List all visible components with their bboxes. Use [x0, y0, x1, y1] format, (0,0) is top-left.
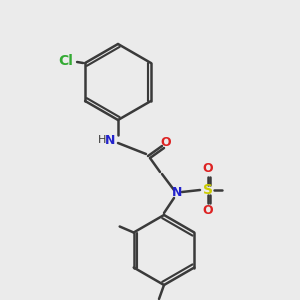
Text: N: N [172, 187, 182, 200]
Text: O: O [203, 205, 213, 218]
Text: N: N [105, 134, 115, 146]
Text: O: O [161, 136, 171, 149]
Text: H: H [98, 135, 106, 145]
Text: S: S [203, 183, 213, 197]
Text: Cl: Cl [58, 54, 73, 68]
Text: O: O [203, 163, 213, 176]
